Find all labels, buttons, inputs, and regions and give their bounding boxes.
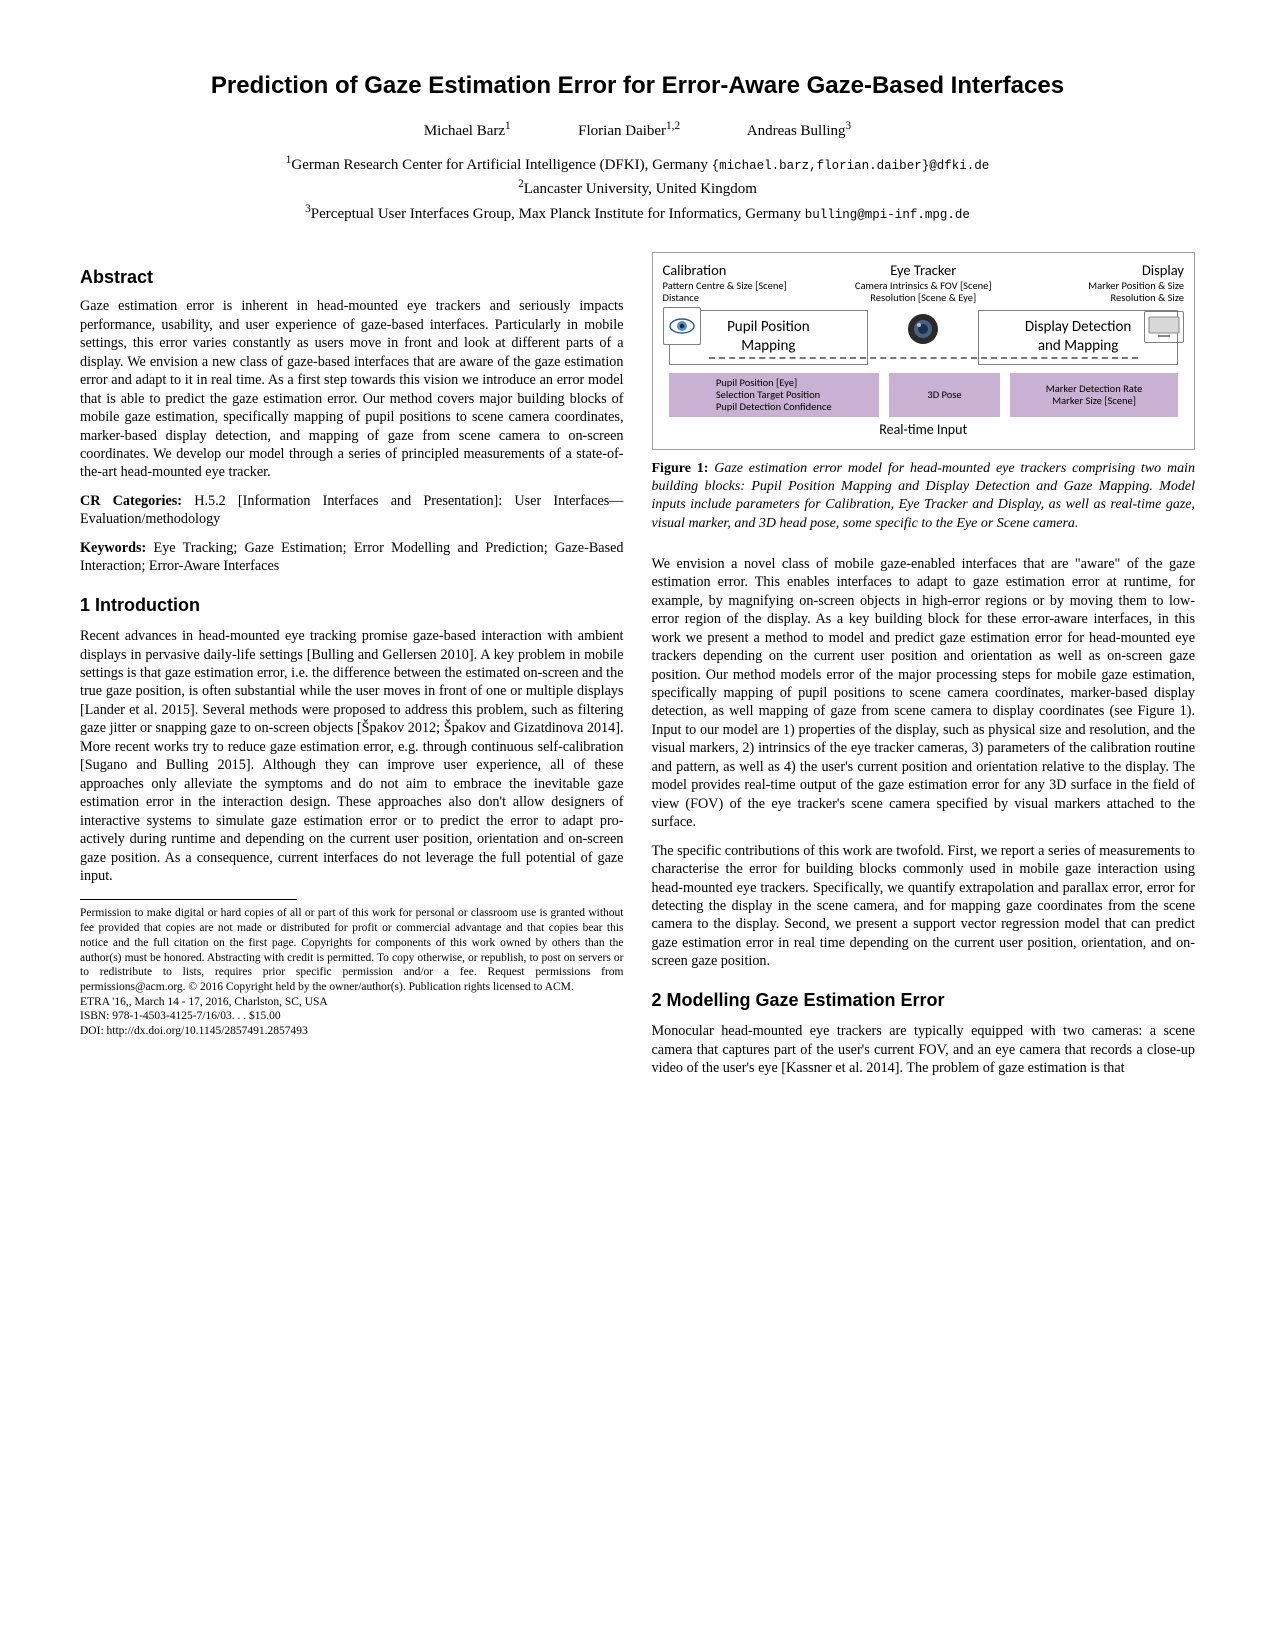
page-title: Prediction of Gaze Estimation Error for … [80, 70, 1195, 101]
rcol-para-1: We envision a novel class of mobile gaze… [652, 555, 1196, 832]
rt-box-pupil: Pupil Position [Eye] Selection Target Po… [669, 373, 879, 417]
rcol-para-2: The specific contributions of this work … [652, 842, 1196, 971]
footnote-rule [80, 899, 297, 900]
abstract-heading: Abstract [80, 266, 624, 289]
figure-1: Calibration Pattern Centre & Size [Scene… [652, 252, 1196, 450]
authors-line: Michael Barz1 Florian Daiber1,2 Andreas … [80, 119, 1195, 142]
display-icon [1144, 311, 1184, 343]
fig-col-calibration: Calibration Pattern Centre & Size [Scene… [663, 261, 837, 304]
fig-col-display: Display Marker Position & Size Resolutio… [1010, 261, 1184, 304]
rt-box-marker: Marker Detection Rate Marker Size [Scene… [1010, 373, 1178, 417]
rt-box-pose: 3D Pose [889, 373, 1000, 417]
introduction-heading: 1 Introduction [80, 594, 624, 617]
left-column: Abstract Gaze estimation error is inhere… [80, 252, 624, 1039]
camera-icon [904, 310, 942, 348]
cr-categories: CR Categories: H.5.2 [Information Interf… [80, 492, 624, 529]
author-3: Andreas Bulling3 [747, 123, 851, 139]
fig-col-tracker: Eye Tracker Camera Intrinsics & FOV [Sce… [836, 261, 1010, 304]
dash-connector [709, 357, 1139, 359]
abstract-body: Gaze estimation error is inherent in hea… [80, 297, 624, 482]
figure-1-caption: Figure 1: Gaze estimation error model fo… [652, 460, 1196, 533]
introduction-body: Recent advances in head-mounted eye trac… [80, 627, 624, 885]
keywords: Keywords: Eye Tracking; Gaze Estimation;… [80, 539, 624, 576]
rt-label: Real-time Input [663, 421, 1185, 439]
permission-footnote: Permission to make digital or hard copie… [80, 906, 624, 1038]
modelling-body: Monocular head-mounted eye trackers are … [652, 1022, 1196, 1077]
eye-icon [663, 307, 701, 345]
author-2: Florian Daiber1,2 [578, 123, 680, 139]
author-1: Michael Barz1 [424, 123, 511, 139]
modelling-heading: 2 Modelling Gaze Estimation Error [652, 989, 1196, 1012]
affiliations: 1German Research Center for Artificial I… [80, 152, 1195, 226]
right-column: Calibration Pattern Centre & Size [Scene… [652, 252, 1196, 1088]
